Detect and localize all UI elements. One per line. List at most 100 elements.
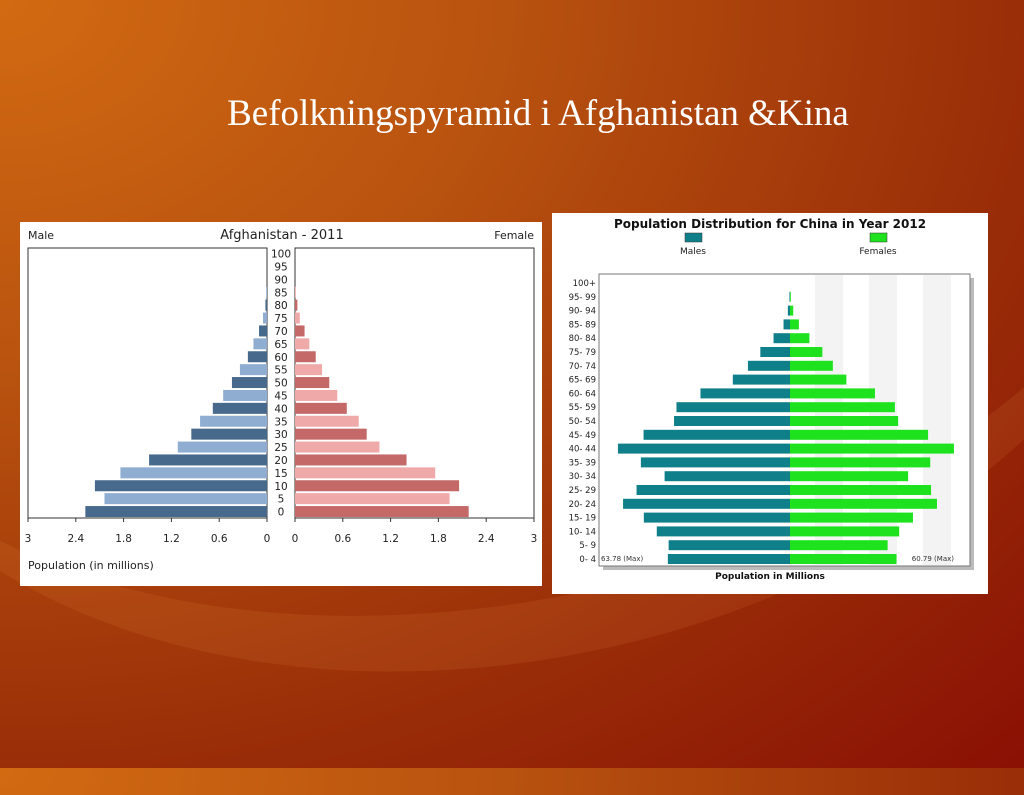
afg-female-bar-25 <box>295 441 380 453</box>
afg-female-bar-35 <box>295 415 359 427</box>
afg-male-bar-85 <box>266 286 267 298</box>
china-female-bar-75- 79 <box>790 347 823 357</box>
afg-male-label: Male <box>28 229 54 242</box>
china-age-label: 0- 4 <box>579 555 596 565</box>
afg-chart-title: Afghanistan - 2011 <box>220 228 343 243</box>
afg-female-bar-80 <box>295 299 298 311</box>
china-male-bar-55- 59 <box>676 402 790 413</box>
afg-male-bar-5 <box>104 493 267 505</box>
china-male-bar-85- 89 <box>783 319 790 330</box>
china-legend-females-swatch <box>869 232 888 243</box>
china-female-bar-55- 59 <box>790 402 895 413</box>
china-age-label: 40- 44 <box>569 445 596 455</box>
afg-age-label: 55 <box>274 365 287 377</box>
afg-female-tick-label: 0 <box>292 533 299 545</box>
china-female-bar-5- 9 <box>790 540 888 551</box>
china-legend-males-swatch <box>684 232 703 243</box>
afg-age-label: 70 <box>274 326 287 338</box>
afg-female-bar-45 <box>295 389 338 401</box>
china-male-bar-15- 19 <box>643 512 790 523</box>
afg-male-bar-60 <box>247 351 267 363</box>
afg-x-axis-label: Population (in millions) <box>28 559 154 572</box>
china-female-bar-10- 14 <box>790 526 900 537</box>
afg-male-bar-10 <box>94 480 267 492</box>
china-male-bar-60- 64 <box>700 388 790 399</box>
china-female-bar-45- 49 <box>790 429 929 440</box>
china-female-max-label: 60.79 (Max) <box>912 555 954 563</box>
afg-female-bar-10 <box>295 480 460 492</box>
china-age-label: 75- 79 <box>569 348 596 358</box>
afg-male-bar-75 <box>263 312 267 324</box>
afg-female-bar-85 <box>295 286 296 298</box>
china-age-label: 50- 54 <box>569 417 596 427</box>
china-age-label: 15- 19 <box>569 514 596 524</box>
afg-age-label: 75 <box>274 313 287 325</box>
china-age-label: 25- 29 <box>569 486 596 496</box>
afg-female-bar-70 <box>295 325 305 337</box>
china-age-label: 90- 94 <box>569 307 596 317</box>
afg-age-label: 35 <box>274 416 287 428</box>
china-male-bar-0- 4 <box>667 554 790 564</box>
china-male-bar-45- 49 <box>643 429 790 440</box>
afg-female-bar-75 <box>295 312 300 324</box>
china-male-bar-20- 24 <box>623 498 790 509</box>
afg-female-bar-30 <box>295 428 367 440</box>
afg-female-bar-55 <box>295 364 323 376</box>
afg-male-bar-65 <box>253 338 267 350</box>
china-age-label: 35- 39 <box>569 458 596 468</box>
china-male-bar-30- 34 <box>664 471 790 482</box>
china-female-bar-90- 94 <box>790 305 794 316</box>
afg-male-bar-45 <box>223 389 267 401</box>
afg-male-bar-20 <box>149 454 267 466</box>
china-grid-stripe <box>923 275 951 565</box>
afg-age-label: 65 <box>274 339 287 351</box>
china-x-axis-label: Population in Millions <box>715 572 825 582</box>
afg-age-label: 25 <box>274 442 287 454</box>
afg-age-label: 45 <box>274 390 287 402</box>
afg-age-label: 85 <box>274 287 287 299</box>
china-female-bar-95- 99 <box>790 291 791 302</box>
china-age-label: 100+ <box>573 279 596 289</box>
afg-male-tick-label: 0.6 <box>211 533 228 545</box>
china-male-bar-40- 44 <box>617 443 790 454</box>
afg-age-label: 5 <box>278 494 285 506</box>
afg-age-label: 40 <box>274 403 287 415</box>
afg-male-tick-label: 1.2 <box>163 533 180 545</box>
china-male-max-label: 63.78 (Max) <box>601 555 643 563</box>
china-male-bar-90- 94 <box>787 305 790 316</box>
afghanistan-pyramid-chart: Male Afghanistan - 2011 Female 051015202… <box>25 228 538 572</box>
slide-title: Befolkningspyramid i Afghanistan &Kina <box>227 93 849 134</box>
china-age-label: 5- 9 <box>579 541 596 551</box>
china-female-bar-35- 39 <box>790 457 931 468</box>
china-age-label: 85- 89 <box>569 320 596 330</box>
china-chart-panel: Population Distribution for China in Yea… <box>552 213 988 594</box>
afg-female-bar-65 <box>295 338 310 350</box>
afg-age-label: 100 <box>271 249 291 261</box>
afg-male-bar-0 <box>85 506 267 518</box>
china-male-bar-65- 69 <box>732 374 790 385</box>
china-age-label: 10- 14 <box>569 527 596 537</box>
afg-female-tick-label: 1.2 <box>382 533 399 545</box>
afg-male-bar-70 <box>259 325 267 337</box>
china-female-bar-70- 74 <box>790 360 833 371</box>
china-age-label: 95- 99 <box>569 293 596 303</box>
afg-age-label: 80 <box>274 300 287 312</box>
china-pyramid-chart: Population Distribution for China in Yea… <box>569 217 974 582</box>
afg-female-tick-label: 0.6 <box>334 533 351 545</box>
china-male-bar-75- 79 <box>760 347 790 357</box>
afg-female-bar-5 <box>295 493 450 505</box>
china-age-label: 60- 64 <box>569 389 596 399</box>
afg-age-label: 10 <box>274 481 287 493</box>
china-age-label: 80- 84 <box>569 334 596 344</box>
china-female-bar-20- 24 <box>790 498 937 509</box>
china-female-bar-25- 29 <box>790 485 932 495</box>
china-male-bar-10- 14 <box>656 526 790 537</box>
afg-age-label: 50 <box>274 378 287 390</box>
china-legend-males-label: Males <box>680 247 706 257</box>
china-female-bar-85- 89 <box>790 319 799 330</box>
china-male-bar-35- 39 <box>640 457 790 468</box>
afg-male-bar-30 <box>191 428 267 440</box>
china-male-bar-50- 54 <box>674 416 790 426</box>
china-female-bar-65- 69 <box>790 374 847 385</box>
china-female-bar-50- 54 <box>790 416 899 426</box>
